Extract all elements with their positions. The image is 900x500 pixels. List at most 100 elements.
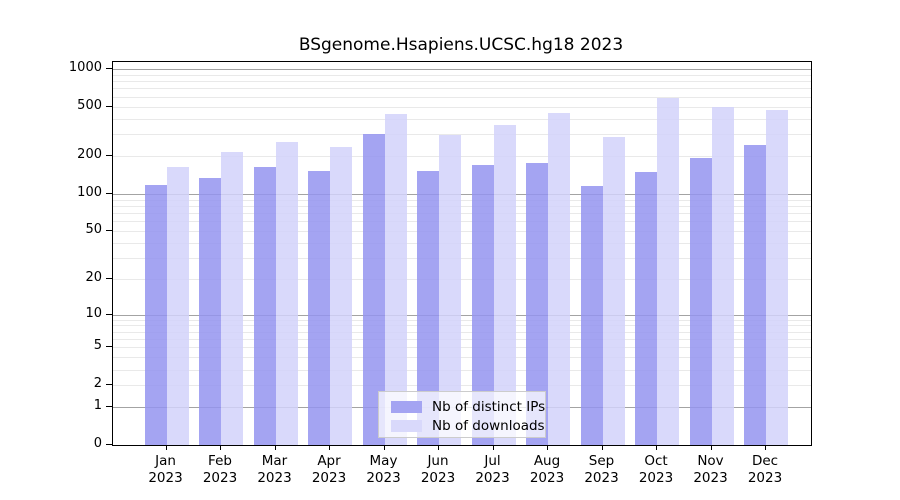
gridline-minor (113, 339, 811, 341)
y-tick (106, 346, 112, 348)
y-tick-label: 0 (93, 436, 102, 451)
bar-distinct-ips-may (362, 134, 385, 445)
bar-downloads-mar (275, 141, 298, 445)
gridline-minor (113, 205, 811, 207)
gridline-major (113, 193, 811, 195)
x-tick-label: Aug 2023 (529, 453, 565, 486)
y-tick-label: 1 (93, 398, 102, 414)
y-tick-label: 20 (85, 270, 102, 286)
bar-downloads-nov (711, 106, 734, 445)
bar-distinct-ips-oct (635, 172, 657, 445)
x-tick-label: Feb 2023 (202, 453, 238, 486)
y-tick-label: 200 (77, 147, 102, 163)
gridline-minor (113, 88, 811, 90)
bar-distinct-ips-mar (253, 166, 276, 445)
y-tick-label: 50 (85, 222, 102, 238)
bar-distinct-ips-jun (417, 171, 439, 445)
x-tick (165, 445, 167, 450)
x-tick-label: May 2023 (366, 453, 401, 486)
gridline-minor (113, 81, 811, 83)
y-tick (106, 192, 112, 194)
y-tick (106, 444, 112, 445)
y-tick-label: 100 (77, 184, 102, 200)
y-tick-label: 10 (85, 305, 102, 321)
legend-item-downloads: Nb of downloads (391, 417, 545, 435)
bar-downloads-sep (602, 137, 625, 445)
x-tick (547, 445, 548, 450)
gridline-minor (113, 347, 811, 349)
bar-downloads-apr (330, 147, 352, 445)
legend-swatch-distinct-ips (391, 401, 422, 413)
gridline-major (113, 69, 811, 71)
gridline-minor (113, 385, 811, 387)
x-tick (656, 445, 657, 450)
x-tick (438, 445, 439, 450)
gridline-minor (113, 221, 811, 223)
gridline-minor (113, 279, 811, 281)
legend-swatch-downloads (391, 420, 422, 432)
gridline-minor (113, 331, 811, 333)
gridline-minor (113, 319, 811, 321)
x-tick-label: Apr 2023 (311, 453, 347, 486)
bar-distinct-ips-dec (744, 145, 766, 445)
x-tick-label: Dec 2023 (747, 453, 783, 486)
gridline-minor (113, 231, 811, 233)
y-tick (106, 406, 112, 408)
bar-distinct-ips-jan (144, 184, 167, 445)
legend-label-distinct-ips: Nb of distinct IPs (432, 399, 546, 415)
legend-item-distinct-ips: Nb of distinct IPs (391, 398, 545, 416)
gridline-minor (113, 258, 811, 260)
bar-downloads-oct (657, 97, 679, 445)
y-tick-label: 5 (93, 338, 102, 354)
y-tick (106, 313, 112, 315)
x-tick (492, 445, 494, 450)
x-tick (710, 445, 712, 450)
bar-distinct-ips-nov (689, 158, 712, 445)
x-tick-label: Jan 2023 (148, 453, 183, 486)
bar-distinct-ips-apr (308, 170, 330, 445)
x-tick (601, 445, 603, 450)
bar-distinct-ips-sep (580, 186, 603, 445)
legend: Nb of distinct IPs Nb of downloads (378, 391, 546, 438)
y-tick (106, 278, 112, 280)
gridline-minor (113, 156, 811, 158)
gridline-minor (113, 325, 811, 327)
plot-area (112, 61, 812, 446)
gridline-minor (113, 213, 811, 215)
gridline-minor (113, 199, 811, 201)
bar-downloads-aug (548, 113, 570, 445)
x-tick-label: Nov 2023 (693, 453, 728, 486)
x-tick-label: Mar 2023 (257, 453, 292, 486)
x-tick (383, 445, 385, 450)
bar-downloads-dec (766, 109, 788, 445)
y-tick-label: 1000 (68, 60, 102, 76)
x-tick (274, 445, 276, 450)
y-tick (106, 155, 112, 157)
y-tick (106, 105, 112, 107)
x-tick-label: Oct 2023 (638, 453, 674, 486)
gridline-minor (113, 96, 811, 98)
bar-distinct-ips-feb (199, 178, 221, 445)
gridline-major (113, 314, 811, 316)
x-tick (329, 445, 330, 450)
x-tick (765, 445, 766, 450)
x-tick-label: Jun 2023 (420, 453, 456, 486)
gridline-minor (113, 74, 811, 76)
bar-distinct-ips-jul (471, 164, 494, 445)
bar-downloads-may (384, 113, 407, 445)
gridline-minor (113, 369, 811, 371)
y-tick-label: 500 (77, 97, 102, 113)
chart-title: BSgenome.Hsapiens.UCSC.hg18 2023 (298, 35, 624, 55)
y-tick (106, 68, 112, 70)
x-tick-label: Jul 2023 (475, 453, 510, 486)
y-tick-label: 2 (93, 376, 102, 392)
bar-downloads-jan (166, 166, 189, 445)
bar-downloads-jun (439, 134, 461, 445)
y-tick (106, 230, 112, 232)
gridline-minor (113, 357, 811, 359)
legend-label-downloads: Nb of downloads (432, 418, 545, 434)
gridline-minor (113, 242, 811, 244)
x-tick (220, 445, 221, 450)
x-tick-label: Sep 2023 (584, 453, 619, 486)
